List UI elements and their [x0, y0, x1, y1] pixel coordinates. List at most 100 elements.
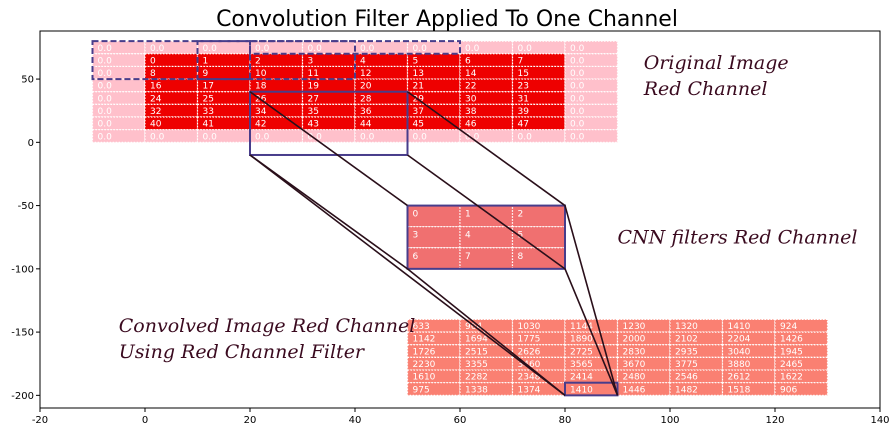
output-grid-cell	[669, 369, 724, 384]
image-grid-value: 36	[360, 107, 372, 117]
output-grid-value: 906	[780, 385, 797, 395]
output-grid-value: 1142	[413, 335, 436, 345]
image-grid-value: 1	[203, 56, 209, 66]
filter-grid-value: 0	[413, 210, 419, 220]
output-grid-value: 2935	[675, 347, 698, 357]
image-grid-value: 27	[308, 94, 319, 104]
connector-line	[249, 154, 408, 270]
filter-grid-value: 1	[465, 210, 471, 220]
image-grid-value: 0.0	[203, 44, 218, 54]
image-grid-value: 0	[150, 56, 156, 66]
filter-grid-value: 3	[413, 231, 419, 241]
image-grid-value: 43	[308, 120, 319, 130]
image-grid-value: 23	[518, 82, 529, 92]
image-grid-value: 28	[360, 94, 372, 104]
filter-grid: 012345678	[406, 204, 566, 270]
output-grid-cell	[459, 369, 514, 384]
image-grid-value: 0.0	[413, 44, 428, 54]
image-grid-value: 0.0	[413, 132, 428, 142]
output-grid-value: 2230	[413, 360, 436, 370]
image-grid-value: 41	[203, 120, 214, 130]
image-grid-value: 33	[203, 107, 214, 117]
x-tick-label: 120	[765, 415, 784, 426]
x-tick-label: 60	[454, 415, 467, 426]
image-grid-value: 0.0	[570, 120, 585, 130]
image-grid-value: 9	[203, 69, 209, 79]
output-grid-value: 3775	[675, 360, 698, 370]
image-grid-value: 0.0	[360, 132, 375, 142]
active-window-box	[249, 90, 409, 156]
output-grid-value: 1144	[570, 322, 593, 332]
image-grid-value: 20	[360, 82, 372, 92]
output-grid-value: 2465	[780, 360, 803, 370]
filter-grid-value: 4	[465, 231, 471, 241]
filter-grid-value: 8	[518, 252, 524, 262]
image-grid-value: 11	[308, 69, 319, 79]
annotations: Original Image Red Channel CNN filters Red…	[119, 52, 858, 363]
image-grid-value: 0.0	[98, 69, 113, 79]
image-grid-value: 37	[413, 107, 424, 117]
connector-line	[249, 154, 566, 396]
output-grid-value: 1410	[570, 385, 593, 395]
output-grid-value: 1610	[413, 373, 436, 383]
x-tick-label: 0	[142, 415, 148, 426]
output-grid-value: 2414	[570, 373, 593, 383]
output-grid-value: 1726	[413, 347, 436, 357]
image-grid-value: 0.0	[203, 132, 218, 142]
image-grid-value: 21	[413, 82, 424, 92]
image-grid-value: 0.0	[308, 132, 323, 142]
image-grid-value: 0.0	[98, 120, 113, 130]
annotation-text: CNN filters Red Channel	[618, 227, 858, 249]
image-grid-value: 0.0	[98, 132, 113, 142]
image-grid-value: 0.0	[570, 82, 585, 92]
annotation-text: Convolved Image Red Channel	[119, 315, 416, 337]
output-grid-cell	[406, 382, 461, 396]
output-grid-value: 1775	[518, 335, 541, 345]
image-grid-value: 0.0	[465, 44, 480, 54]
output-grid-value: 1338	[465, 385, 488, 395]
image-grid-value: 22	[465, 82, 476, 92]
image-grid-value: 31	[518, 94, 529, 104]
output-grid-cell	[721, 382, 776, 396]
image-grid-value: 0.0	[570, 56, 585, 66]
output-grid-value: 2000	[623, 335, 646, 345]
filter-box	[406, 204, 566, 270]
image-grid-value: 34	[255, 107, 267, 117]
y-tick-label: -100	[11, 264, 34, 275]
dashed-window-box	[249, 40, 461, 55]
image-grid-value: 42	[255, 120, 266, 130]
output-grid-cell	[774, 382, 829, 396]
image-grid-value: 15	[518, 69, 529, 79]
output-grid-value: 1945	[780, 347, 803, 357]
connector-line	[564, 205, 619, 396]
image-grid-value: 18	[255, 82, 267, 92]
x-tick-label: -20	[32, 415, 48, 426]
output-grid-value: 1374	[518, 385, 541, 395]
image-grid-value: 4	[360, 56, 366, 66]
output-grid-value: 2204	[728, 335, 751, 345]
x-tick-label: 80	[559, 415, 572, 426]
output-grid-value: 2725	[570, 347, 593, 357]
x-tick-label: 100	[660, 415, 679, 426]
image-grid-value: 16	[150, 82, 162, 92]
image-grid-value: 38	[465, 107, 477, 117]
output-grid-value: 2515	[465, 347, 488, 357]
output-grid-value: 964	[465, 322, 482, 332]
image-grid-value: 0.0	[150, 44, 165, 54]
image-grid-value: 24	[150, 94, 162, 104]
image-grid-cell	[511, 129, 566, 143]
output-grid-value: 3040	[728, 347, 751, 357]
image-grid-value: 0.0	[570, 44, 585, 54]
output-grid-value: 1890	[570, 335, 593, 345]
output-grid-value: 2546	[675, 373, 698, 383]
window-boxes	[91, 40, 619, 397]
image-grid-value: 44	[360, 120, 372, 130]
image-grid-value: 14	[465, 69, 477, 79]
image-grid-value: 35	[308, 107, 319, 117]
x-tick-label: 20	[244, 415, 257, 426]
output-grid-cell	[616, 369, 671, 384]
output-grid-value: 2612	[728, 373, 751, 383]
output-cell-box	[564, 381, 619, 397]
